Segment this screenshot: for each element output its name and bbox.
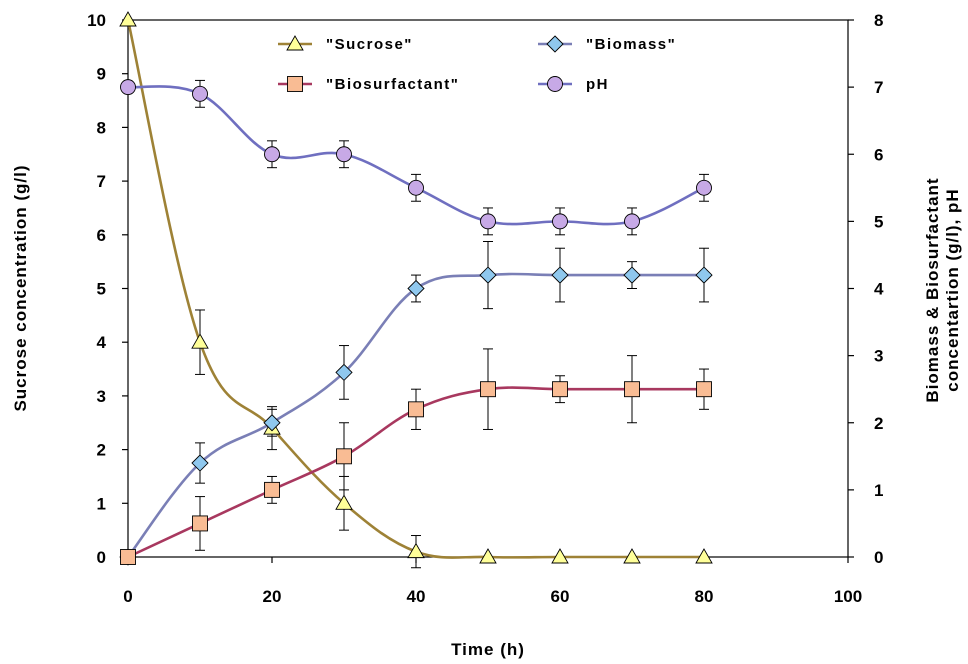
- x-tick-label: 20: [263, 587, 282, 606]
- y-left-tick-label: 0: [97, 548, 106, 567]
- data-point-circle: [624, 213, 640, 230]
- legend-label: "Sucrose": [326, 36, 413, 53]
- series-line-1: [126, 272, 704, 558]
- legend-label: "Biomass": [586, 36, 676, 53]
- y-axis-right-title-line1: Biomass & Biosurfactant: [923, 177, 942, 402]
- data-point-square: [552, 381, 568, 398]
- data-point-circle: [192, 85, 208, 102]
- data-point-square: [696, 381, 712, 398]
- data-point-triangle: [623, 548, 641, 564]
- data-point-diamond: [335, 363, 353, 382]
- data-point-triangle: [191, 333, 209, 349]
- y-left-tick-label: 1: [97, 494, 106, 513]
- y-left-tick-label: 3: [97, 387, 106, 406]
- data-point-square: [336, 448, 352, 465]
- y-left-tick-label: 9: [97, 65, 106, 84]
- y-axis-right-title-line2: concentartion (g/l), pH: [943, 188, 962, 391]
- x-tick-label: 100: [834, 587, 862, 606]
- legend-marker-circle: [547, 76, 563, 92]
- data-point-circle: [264, 146, 280, 163]
- data-point-triangle: [119, 11, 137, 27]
- data-point-triangle: [407, 542, 425, 559]
- data-point-square: [120, 549, 136, 565]
- series-line-3: [127, 85, 705, 226]
- data-point-circle: [552, 213, 568, 230]
- y-left-tick-label: 5: [97, 280, 106, 299]
- series-group: [119, 11, 713, 569]
- data-point-triangle: [551, 548, 569, 564]
- y-right-tick-label: 7: [874, 78, 883, 97]
- y-right-tick-label: 3: [874, 347, 883, 366]
- x-tick-label: 60: [551, 587, 570, 606]
- y-right-tick-label: 8: [874, 11, 883, 30]
- data-point-circle: [336, 146, 352, 163]
- data-point-circle: [408, 179, 424, 196]
- y-left-tick-label: 10: [87, 11, 106, 30]
- legend-marker-diamond: [546, 35, 564, 53]
- data-point-triangle: [335, 494, 353, 510]
- legend-label: pH: [586, 76, 609, 93]
- y-left-tick-label: 8: [97, 118, 106, 137]
- data-point-diamond: [263, 414, 281, 432]
- data-point-square: [264, 481, 280, 498]
- y-right-tick-label: 6: [874, 145, 883, 164]
- data-point-circle: [696, 179, 712, 196]
- y-right-tick-label: 4: [874, 280, 884, 299]
- y-right-tick-label: 5: [874, 212, 883, 231]
- x-axis-title: Time (h): [451, 640, 525, 659]
- legend-marker-triangle: [286, 35, 304, 51]
- data-point-circle: [480, 213, 496, 230]
- x-tick-label: 0: [123, 587, 132, 606]
- series-markers: [119, 11, 713, 566]
- y-right-tick-label: 0: [874, 548, 883, 567]
- data-point-triangle: [479, 548, 497, 564]
- y-right-tick-label: 1: [874, 481, 883, 500]
- x-tick-label: 40: [407, 587, 426, 606]
- data-point-square: [624, 381, 640, 398]
- x-tick-label: 80: [695, 587, 714, 606]
- data-point-circle: [120, 79, 136, 96]
- y-left-tick-label: 7: [97, 172, 106, 191]
- series-line-0: [126, 19, 704, 559]
- data-point-diamond: [623, 266, 641, 284]
- data-point-diamond: [479, 266, 497, 284]
- data-point-diamond: [551, 266, 569, 284]
- y-left-tick-label: 2: [97, 441, 106, 460]
- y-left-tick-label: 6: [97, 226, 106, 245]
- y-axis-left-title: Sucrose concentration (g/l): [11, 164, 30, 411]
- legend-marker-square: [287, 76, 303, 92]
- data-point-diamond: [407, 279, 425, 298]
- data-point-diamond: [695, 266, 713, 284]
- legend: "Sucrose" "Biomass" "Biosurfactant" pH: [278, 35, 676, 93]
- data-point-square: [408, 401, 424, 418]
- y-right-tick-label: 2: [874, 414, 883, 433]
- y-left-tick-label: 4: [97, 333, 107, 352]
- data-point-square: [480, 381, 496, 398]
- legend-label: "Biosurfactant": [326, 76, 459, 93]
- data-point-diamond: [191, 454, 209, 472]
- data-point-triangle: [695, 548, 713, 564]
- data-point-square: [192, 515, 208, 532]
